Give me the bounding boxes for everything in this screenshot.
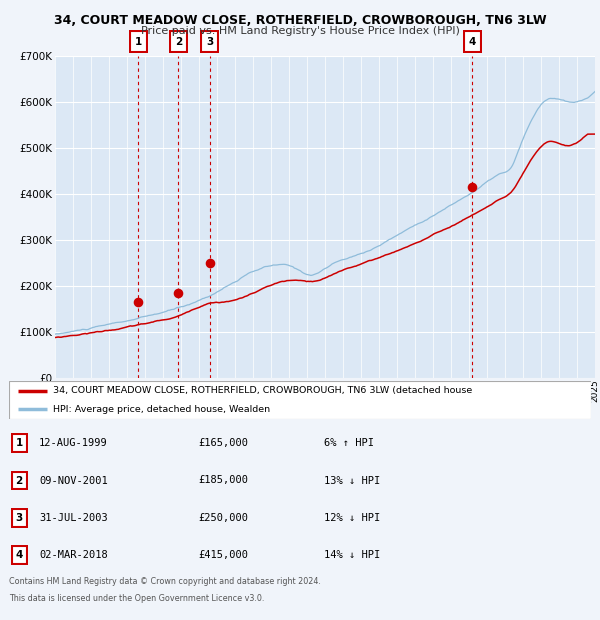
Text: 1: 1: [16, 438, 23, 448]
FancyBboxPatch shape: [11, 472, 27, 489]
FancyBboxPatch shape: [170, 31, 187, 52]
Text: 13% ↓ HPI: 13% ↓ HPI: [324, 476, 380, 485]
Text: 14% ↓ HPI: 14% ↓ HPI: [324, 550, 380, 560]
Text: 1: 1: [135, 37, 142, 46]
Point: [173, 288, 183, 298]
Text: HPI: Average price, detached house, Wealden: HPI: Average price, detached house, Weal…: [53, 405, 270, 414]
Text: £415,000: £415,000: [198, 550, 248, 560]
FancyBboxPatch shape: [11, 435, 27, 452]
Point: [205, 258, 214, 268]
FancyBboxPatch shape: [11, 546, 27, 564]
Text: 09-NOV-2001: 09-NOV-2001: [39, 476, 108, 485]
FancyBboxPatch shape: [130, 31, 147, 52]
Text: £165,000: £165,000: [198, 438, 248, 448]
Text: 12% ↓ HPI: 12% ↓ HPI: [324, 513, 380, 523]
Point: [467, 182, 477, 192]
Text: 34, COURT MEADOW CLOSE, ROTHERFIELD, CROWBOROUGH, TN6 3LW (detached house: 34, COURT MEADOW CLOSE, ROTHERFIELD, CRO…: [53, 386, 472, 395]
Text: Contains HM Land Registry data © Crown copyright and database right 2024.: Contains HM Land Registry data © Crown c…: [9, 577, 321, 586]
Text: 2: 2: [175, 37, 182, 46]
FancyBboxPatch shape: [201, 31, 218, 52]
Text: £185,000: £185,000: [198, 476, 248, 485]
Text: 31-JUL-2003: 31-JUL-2003: [39, 513, 108, 523]
Text: 3: 3: [206, 37, 213, 46]
Text: This data is licensed under the Open Government Licence v3.0.: This data is licensed under the Open Gov…: [9, 594, 265, 603]
Text: 4: 4: [16, 550, 23, 560]
Text: 2: 2: [16, 476, 23, 485]
Text: £250,000: £250,000: [198, 513, 248, 523]
FancyBboxPatch shape: [464, 31, 481, 52]
Text: 34, COURT MEADOW CLOSE, ROTHERFIELD, CROWBOROUGH, TN6 3LW: 34, COURT MEADOW CLOSE, ROTHERFIELD, CRO…: [53, 14, 547, 27]
Text: 02-MAR-2018: 02-MAR-2018: [39, 550, 108, 560]
Text: 3: 3: [16, 513, 23, 523]
Text: 12-AUG-1999: 12-AUG-1999: [39, 438, 108, 448]
FancyBboxPatch shape: [11, 509, 27, 526]
Point: [134, 297, 143, 307]
FancyBboxPatch shape: [9, 381, 591, 419]
Text: Price paid vs. HM Land Registry's House Price Index (HPI): Price paid vs. HM Land Registry's House …: [140, 26, 460, 36]
Text: 6% ↑ HPI: 6% ↑ HPI: [324, 438, 374, 448]
Text: 4: 4: [469, 37, 476, 46]
